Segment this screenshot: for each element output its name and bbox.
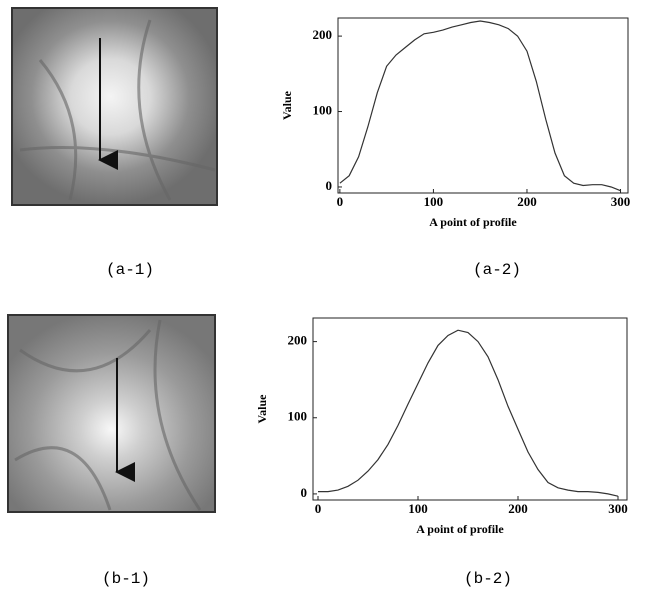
x-tick-label: 0: [337, 194, 344, 209]
y-tick-label: 200: [313, 27, 333, 42]
profile-line: [318, 329, 619, 497]
caption: (a-2): [473, 261, 521, 279]
y-tick-label: 100: [313, 103, 333, 118]
plot-frame: [312, 317, 628, 501]
x-tick-label: 200: [508, 501, 528, 516]
x-tick-label: 100: [424, 194, 444, 209]
fundus-image-b: [7, 314, 216, 513]
y-tick-label: 0: [326, 178, 333, 193]
caption: (a-1): [106, 261, 154, 279]
y-axis-label: Value: [280, 90, 294, 120]
x-tick-label: 0: [315, 501, 322, 516]
x-tick-label: 300: [611, 194, 631, 209]
x-tick-label: 200: [517, 194, 537, 209]
x-tick-label: 300: [608, 501, 628, 516]
x-axis-label: A point of profile: [429, 215, 517, 229]
y-axis-label: Value: [255, 394, 269, 424]
caption: (b-2): [464, 570, 512, 588]
x-tick-label: 100: [408, 501, 428, 516]
plot-frame: [337, 17, 629, 194]
fundus-image-a: [11, 7, 218, 206]
y-tick-label: 0: [301, 485, 308, 500]
x-axis-label: A point of profile: [416, 522, 504, 536]
profile-line: [339, 20, 621, 192]
y-tick-label: 200: [288, 333, 308, 348]
caption: (b-1): [102, 570, 150, 588]
y-tick-label: 100: [288, 409, 308, 424]
